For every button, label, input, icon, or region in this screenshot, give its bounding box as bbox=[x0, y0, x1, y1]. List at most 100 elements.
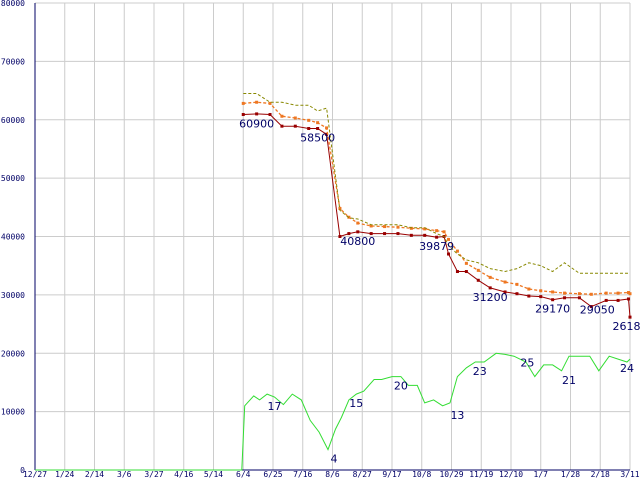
price-point bbox=[488, 286, 492, 290]
count-label: 25 bbox=[520, 356, 534, 369]
average-point bbox=[369, 224, 373, 228]
y-tick-label: 60000 bbox=[1, 116, 25, 125]
y-tick-label: 20000 bbox=[1, 349, 25, 358]
price-point bbox=[423, 233, 427, 237]
price-point bbox=[255, 112, 259, 116]
average-point bbox=[527, 287, 531, 291]
price-point bbox=[383, 232, 387, 236]
price-point bbox=[369, 232, 373, 236]
average-point bbox=[268, 101, 272, 105]
average-point bbox=[476, 268, 480, 272]
average-point bbox=[255, 100, 259, 104]
price-point bbox=[627, 297, 631, 301]
price-point bbox=[551, 298, 555, 302]
count-label: 24 bbox=[620, 362, 634, 375]
price-point bbox=[628, 315, 632, 319]
price-label: 58500 bbox=[300, 132, 335, 145]
x-tick-label: 8/27 bbox=[353, 470, 372, 479]
x-tick-label: 1/28 bbox=[561, 470, 580, 479]
x-tick-label: 2/14 bbox=[85, 470, 104, 479]
average-point bbox=[604, 291, 608, 295]
price-label: 39879 bbox=[419, 240, 454, 253]
price-label: 40800 bbox=[340, 235, 375, 248]
count-label: 20 bbox=[394, 380, 408, 393]
x-tick-label: 10/29 bbox=[439, 470, 463, 479]
x-tick-label: 6/25 bbox=[263, 470, 282, 479]
upper-series-line bbox=[243, 93, 630, 274]
price-point bbox=[539, 295, 543, 299]
grid bbox=[34, 2, 631, 471]
x-tick-label: 8/6 bbox=[325, 470, 340, 479]
count-label: 15 bbox=[349, 397, 363, 410]
average-point bbox=[293, 116, 297, 120]
average-point bbox=[503, 280, 507, 284]
price-point bbox=[515, 292, 519, 296]
x-tick-label: 4/16 bbox=[174, 470, 193, 479]
x-tick-label: 12/10 bbox=[499, 470, 523, 479]
average-point bbox=[338, 206, 342, 210]
x-tick-label: 3/27 bbox=[144, 470, 163, 479]
price-point bbox=[464, 270, 468, 274]
y-tick-label: 0 bbox=[20, 466, 25, 475]
y-tick-label: 70000 bbox=[1, 57, 25, 66]
average-point bbox=[442, 230, 446, 234]
price-point bbox=[435, 235, 439, 239]
price-point bbox=[616, 298, 620, 302]
average-point bbox=[488, 275, 492, 279]
price-point bbox=[455, 270, 459, 274]
count-label: 21 bbox=[562, 374, 576, 387]
average-point bbox=[307, 118, 311, 122]
average-point bbox=[409, 226, 413, 230]
x-tick-label: 3/6 bbox=[117, 470, 132, 479]
count-label: 13 bbox=[450, 409, 464, 422]
average-point bbox=[563, 291, 567, 295]
x-tick-label: 6/4 bbox=[236, 470, 251, 479]
y-tick-label: 50000 bbox=[1, 174, 25, 183]
price-point bbox=[268, 112, 272, 116]
price-point bbox=[476, 278, 480, 282]
y-tick-label: 10000 bbox=[1, 408, 25, 417]
y-tick-label: 80000 bbox=[1, 0, 25, 8]
average-point bbox=[455, 249, 459, 253]
average-point bbox=[577, 292, 581, 296]
price-point bbox=[241, 112, 245, 116]
price-point bbox=[409, 233, 413, 237]
price-point bbox=[356, 230, 360, 234]
count-series-line bbox=[35, 352, 631, 471]
price-point bbox=[316, 127, 320, 131]
average-point bbox=[539, 289, 543, 293]
price-label: 29050 bbox=[580, 303, 615, 316]
average-point bbox=[515, 282, 519, 286]
average-point bbox=[241, 101, 245, 105]
price-point bbox=[447, 252, 451, 256]
average-point bbox=[464, 261, 468, 265]
average-point bbox=[356, 221, 360, 225]
average-point bbox=[316, 121, 320, 125]
y-tick-label: 30000 bbox=[1, 291, 25, 300]
price-point bbox=[307, 127, 311, 131]
price-point bbox=[396, 232, 400, 236]
price-point bbox=[325, 132, 329, 136]
average-point bbox=[616, 291, 620, 295]
x-tick-label: 10/8 bbox=[412, 470, 431, 479]
price-point bbox=[347, 232, 351, 236]
average-point bbox=[325, 126, 329, 130]
x-tick-label: 9/17 bbox=[382, 470, 401, 479]
average-point bbox=[551, 290, 555, 294]
count-label: 23 bbox=[473, 365, 487, 378]
x-tick-label: 3/11 bbox=[620, 470, 639, 479]
price-point bbox=[527, 294, 531, 298]
price-label: 31200 bbox=[473, 291, 508, 304]
average-point bbox=[435, 229, 439, 233]
price-label: 29170 bbox=[535, 303, 570, 316]
series bbox=[35, 93, 632, 471]
price-point bbox=[293, 124, 297, 128]
average-point bbox=[280, 114, 284, 118]
price-point bbox=[280, 124, 284, 128]
data-labels: 60900 58500 40800 39879 31200 29170 29050 26187… bbox=[239, 117, 640, 465]
count-label: 17 bbox=[267, 400, 281, 413]
average-point bbox=[423, 227, 427, 231]
x-tick-label: 1/24 bbox=[55, 470, 74, 479]
